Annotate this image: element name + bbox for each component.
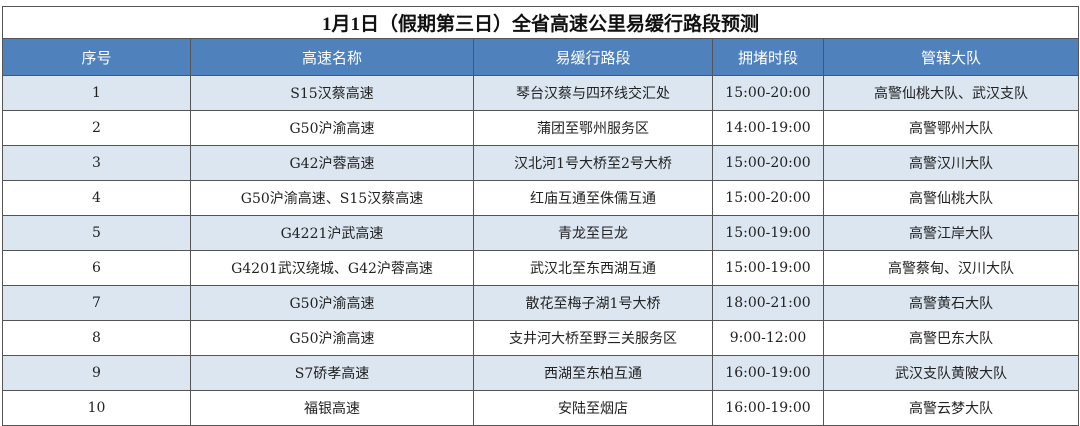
- cell-time: 15:00-20:00: [712, 145, 824, 181]
- cell-index: 3: [2, 145, 191, 181]
- header-index: 序号: [2, 38, 191, 76]
- cell-time: 18:00-21:00: [712, 285, 824, 321]
- cell-section: 琴台汉蔡与四环线交汇处: [473, 75, 713, 111]
- cell-section: 蒲团至鄂州服务区: [473, 110, 713, 146]
- cell-time: 16:00-19:00: [712, 390, 824, 426]
- congestion-forecast-table: 1月1日（假期第三日）全省高速公里易缓行路段预测 序号 高速名称 易缓行路段 拥…: [1, 6, 1080, 426]
- cell-highway: S7硚孝高速: [190, 355, 474, 391]
- cell-time: 15:00-19:00: [712, 250, 824, 286]
- header-unit: 管辖大队: [822, 38, 1080, 76]
- cell-highway: G4221沪武高速: [190, 215, 474, 251]
- cell-highway: G50沪渝高速: [190, 110, 474, 146]
- cell-unit: 高警汉川大队: [822, 145, 1080, 181]
- cell-highway: G50沪渝高速、S15汉蔡高速: [190, 180, 474, 216]
- cell-unit: 高警蔡甸、汉川大队: [822, 250, 1080, 286]
- cell-section: 武汉北至东西湖互通: [473, 250, 713, 286]
- cell-unit: 高警黄石大队: [822, 285, 1080, 321]
- cell-time: 15:00-20:00: [712, 180, 824, 216]
- cell-index: 1: [2, 75, 191, 111]
- cell-unit: 高警巴东大队: [822, 320, 1080, 356]
- table-row: 7 G50沪渝高速 散花至梅子湖1号大桥 18:00-21:00 高警黄石大队: [2, 285, 1080, 321]
- cell-section: 青龙至巨龙: [473, 215, 713, 251]
- cell-time: 15:00-19:00: [712, 215, 824, 251]
- cell-time: 9:00-12:00: [712, 320, 824, 356]
- cell-index: 10: [2, 390, 191, 426]
- cell-time: 16:00-19:00: [712, 355, 824, 391]
- cell-unit: 高警仙桃大队、武汉支队: [822, 75, 1080, 111]
- table-row: 6 G4201武汉绕城、G42沪蓉高速 武汉北至东西湖互通 15:00-19:00 高警…: [2, 250, 1080, 286]
- cell-highway: G50沪渝高速: [190, 285, 474, 321]
- cell-section: 支井河大桥至野三关服务区: [473, 320, 713, 356]
- cell-index: 9: [2, 355, 191, 391]
- cell-index: 8: [2, 320, 191, 356]
- cell-time: 14:00-19:00: [712, 110, 824, 146]
- table-row: 9 S7硚孝高速 西湖至东柏互通 16:00-19:00 武汉支队黄陂大队: [2, 355, 1080, 391]
- cell-index: 6: [2, 250, 191, 286]
- cell-unit: 高警云梦大队: [822, 390, 1080, 426]
- forecast-table-container: 1月1日（假期第三日）全省高速公里易缓行路段预测 序号 高速名称 易缓行路段 拥…: [1, 6, 1080, 426]
- header-time: 拥堵时段: [712, 38, 824, 76]
- cell-unit: 武汉支队黄陂大队: [822, 355, 1080, 391]
- table-row: 2 G50沪渝高速 蒲团至鄂州服务区 14:00-19:00 高警鄂州大队: [2, 110, 1080, 146]
- header-highway: 高速名称: [190, 38, 474, 76]
- cell-index: 4: [2, 180, 191, 216]
- table-row: 1 S15汉蔡高速 琴台汉蔡与四环线交汇处 15:00-20:00 高警仙桃大队、武汉支…: [2, 75, 1080, 111]
- table-row: 5 G4221沪武高速 青龙至巨龙 15:00-19:00 高警江岸大队: [2, 215, 1080, 251]
- cell-highway: G50沪渝高速: [190, 320, 474, 356]
- cell-highway: S15汉蔡高速: [190, 75, 474, 111]
- table-row: 4 G50沪渝高速、S15汉蔡高速 红庙互通至侏儒互通 15:00-20:00 高警仙桃…: [2, 180, 1080, 216]
- cell-highway: 福银高速: [190, 390, 474, 426]
- cell-section: 西湖至东柏互通: [473, 355, 713, 391]
- cell-section: 汉北河1号大桥至2号大桥: [473, 145, 713, 181]
- cell-section: 安陆至烟店: [473, 390, 713, 426]
- cell-time: 15:00-20:00: [712, 75, 824, 111]
- table-row: 10 福银高速 安陆至烟店 16:00-19:00 高警云梦大队: [2, 390, 1080, 426]
- cell-section: 红庙互通至侏儒互通: [473, 180, 713, 216]
- cell-highway: G4201武汉绕城、G42沪蓉高速: [190, 250, 474, 286]
- cell-highway: G42沪蓉高速: [190, 145, 474, 181]
- table-row: 3 G42沪蓉高速 汉北河1号大桥至2号大桥 15:00-20:00 高警汉川大队: [2, 145, 1080, 181]
- cell-section: 散花至梅子湖1号大桥: [473, 285, 713, 321]
- cell-unit: 高警江岸大队: [822, 215, 1080, 251]
- cell-index: 5: [2, 215, 191, 251]
- table-title: 1月1日（假期第三日）全省高速公里易缓行路段预测: [1, 6, 1080, 39]
- cell-index: 2: [2, 110, 191, 146]
- table-row: 8 G50沪渝高速 支井河大桥至野三关服务区 9:00-12:00 高警巴东大队: [2, 320, 1080, 356]
- cell-unit: 高警鄂州大队: [822, 110, 1080, 146]
- header-row: 序号 高速名称 易缓行路段 拥堵时段 管辖大队: [2, 38, 1080, 76]
- header-section: 易缓行路段: [473, 38, 713, 76]
- cell-index: 7: [2, 285, 191, 321]
- cell-unit: 高警仙桃大队: [822, 180, 1080, 216]
